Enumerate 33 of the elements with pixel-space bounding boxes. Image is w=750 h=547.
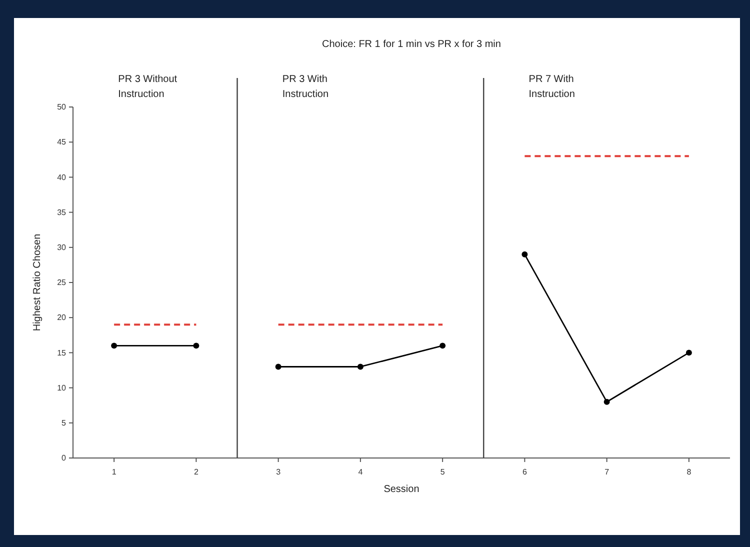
point	[686, 350, 692, 356]
point	[440, 342, 446, 349]
x-tick-label: 4	[358, 468, 364, 477]
x-tick-label: 2	[194, 468, 199, 477]
y-tick-label: 40	[57, 172, 67, 182]
y-tick-label: 15	[57, 348, 67, 358]
y-tick-label: 5	[62, 418, 67, 428]
y-tick-label: 0	[62, 454, 67, 463]
text: PR 3 With Instruction	[282, 74, 329, 100]
point	[275, 364, 282, 370]
text: PR 7 With Instruction	[528, 74, 575, 100]
point	[111, 342, 118, 349]
y-tick-label: 25	[57, 278, 67, 288]
x-axis-title: Session	[384, 484, 420, 495]
y-tick-label: 30	[57, 242, 67, 252]
text: PR 3 Without Instruction	[118, 74, 178, 100]
y-tick-label: 50	[57, 102, 67, 112]
x-tick-label: 7	[604, 468, 610, 477]
point	[604, 398, 610, 405]
y-tick-label: 20	[57, 313, 67, 322]
x-tick-label: 5	[440, 468, 446, 477]
point	[522, 251, 528, 258]
y-tick-label: 45	[57, 138, 67, 147]
y-tick-label: 10	[57, 383, 67, 392]
point	[357, 364, 364, 370]
x-tick-label: 6	[522, 468, 528, 477]
x-tick-label: 1	[112, 468, 117, 477]
chart-title: Choice: FR 1 for 1 min vs PR x for 3 min	[322, 39, 501, 50]
y-axis-title: Highest Ratio Chosen	[32, 234, 43, 332]
point	[193, 342, 200, 349]
x-tick-label: 3	[276, 468, 282, 477]
y-tick-label: 35	[57, 208, 67, 217]
x-tick-label: 8	[686, 468, 692, 477]
